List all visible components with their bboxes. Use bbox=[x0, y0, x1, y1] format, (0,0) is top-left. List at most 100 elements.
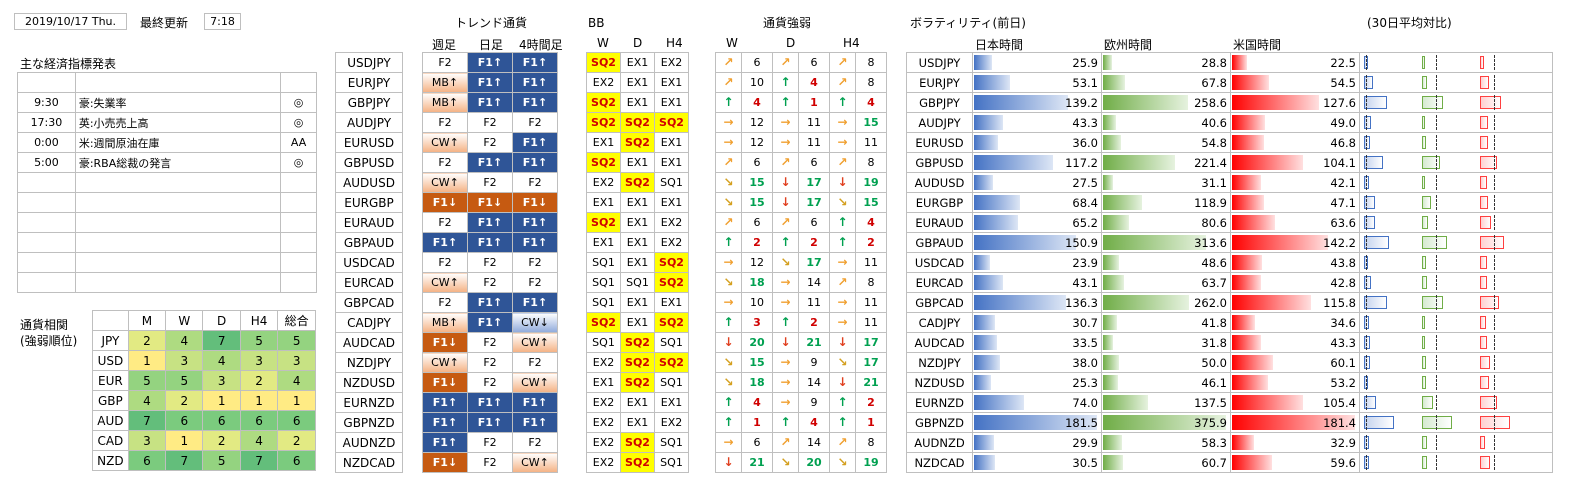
strength-row: ↓ 21 ↘ 20 ↘ 19 bbox=[715, 452, 887, 473]
trend-row: CW↑ F2 F1↑ bbox=[422, 132, 558, 153]
vol-us-cell: 42.1 bbox=[1230, 172, 1360, 193]
bb-cell: SQ2 bbox=[654, 352, 689, 373]
vol-us-cell: 127.6 bbox=[1230, 92, 1360, 113]
vol-row: AUDNZD 29.9 58.3 32.9 bbox=[906, 432, 1553, 453]
trend-row: MB↑ F1↑ F1↑ bbox=[422, 92, 558, 113]
vol-pair-name: EURAUD bbox=[906, 212, 973, 233]
pair-name: GBPUSD bbox=[335, 152, 403, 173]
strength-rank: 21 bbox=[798, 332, 830, 353]
event-row bbox=[17, 72, 317, 93]
strength-row: ↘ 15 ↓ 17 ↘ 15 bbox=[715, 192, 887, 213]
event-row bbox=[17, 172, 317, 193]
avg-ratio-marker-us bbox=[1494, 395, 1495, 410]
vol-eu-cell: 54.8 bbox=[1101, 132, 1231, 153]
event-importance bbox=[280, 192, 317, 213]
vol-pair-name: USDJPY bbox=[906, 52, 973, 73]
bb-row: SQ1 EX1 EX1 bbox=[586, 292, 689, 313]
bb-row: EX2 EX1 EX1 bbox=[586, 392, 689, 413]
strength-rank: 4 bbox=[855, 212, 887, 233]
vol-eu-cell: 262.0 bbox=[1101, 292, 1231, 313]
trend-row: F2 F2 F2 bbox=[422, 252, 558, 273]
trend-cell: F1↑ bbox=[512, 232, 558, 253]
trend-col-weekly: 週足 bbox=[432, 38, 457, 52]
avg-ratio-bar-us bbox=[1480, 116, 1489, 129]
strength-rank: 4 bbox=[741, 92, 773, 113]
avg-ratio-bar-eu bbox=[1422, 116, 1426, 129]
avg-ratio-marker-jp bbox=[1366, 155, 1367, 170]
trend-title: トレンド通貨 bbox=[455, 16, 528, 30]
trend-cell: F2 bbox=[422, 252, 468, 273]
avg-ratio-bar-eu bbox=[1422, 376, 1426, 389]
vol-row: EURCAD 43.1 63.7 42.8 bbox=[906, 272, 1553, 293]
vol-us-cell: 115.8 bbox=[1230, 292, 1360, 313]
avg-ratio-marker-us bbox=[1494, 235, 1495, 250]
vol-jp-value: 38.0 bbox=[1072, 355, 1098, 370]
bb-cell: SQ2 bbox=[586, 52, 621, 73]
pair-row: AUDCAD bbox=[335, 332, 403, 353]
avg-ratio-bar-us bbox=[1480, 356, 1490, 369]
trend-cell: MB↑ bbox=[422, 312, 468, 333]
rank-row: GBP 4 2 1 1 1 bbox=[92, 390, 316, 411]
strength-arrow: ↑ bbox=[837, 95, 848, 109]
vol-row: USDCAD 23.9 48.6 43.8 bbox=[906, 252, 1553, 273]
avg-ratio-marker-eu bbox=[1436, 375, 1437, 390]
pair-table: USDJPY EURJPY GBPJPY AUDJPY EURUSD GBPUSD AUDU… bbox=[335, 52, 403, 473]
strength-arrow: ↗ bbox=[837, 275, 848, 289]
trend-cell: F1↓ bbox=[422, 332, 468, 353]
vol-us-bar bbox=[1232, 355, 1273, 370]
vol-eu-bar bbox=[1103, 275, 1124, 290]
vol-us-cell: 53.2 bbox=[1230, 372, 1360, 393]
strength-row: ↘ 15 → 9 ↘ 17 bbox=[715, 352, 887, 373]
strength-rank: 10 bbox=[741, 72, 773, 93]
avg-ratio-bar-us bbox=[1480, 436, 1486, 449]
arrow-up-right-icon: ↗ bbox=[772, 432, 799, 453]
event-row: 17:30 英:小売売上高 ◎ bbox=[17, 112, 317, 133]
rank-currency: USD bbox=[92, 350, 129, 371]
pair-name: AUDJPY bbox=[335, 112, 403, 133]
rank-value: 4 bbox=[127, 390, 167, 411]
event-row bbox=[17, 272, 317, 293]
trend-cell: F1↓ bbox=[422, 192, 468, 213]
vol-avg-ratio-cell bbox=[1359, 172, 1553, 193]
vol-jp-value: 65.2 bbox=[1072, 215, 1098, 230]
rank-value: 5 bbox=[277, 330, 316, 351]
strength-rank: 17 bbox=[855, 332, 887, 353]
vol-jp-value: 27.5 bbox=[1072, 175, 1098, 190]
strength-row: ↑ 3 ↑ 2 → 11 bbox=[715, 312, 887, 333]
arrow-right-icon: → bbox=[715, 292, 742, 313]
trend-cell: F1↓ bbox=[422, 372, 468, 393]
avg-ratio-marker-us bbox=[1494, 215, 1495, 230]
strength-rank: 17 bbox=[855, 352, 887, 373]
strength-rank: 4 bbox=[855, 92, 887, 113]
pair-name: GBPAUD bbox=[335, 232, 403, 253]
bb-cell: SQ2 bbox=[586, 92, 621, 113]
vol-pair-name: EURCAD bbox=[906, 272, 973, 293]
trend-cell: F1↑ bbox=[467, 212, 513, 233]
bb-cell: EX1 bbox=[654, 72, 689, 93]
avg-ratio-marker-jp bbox=[1366, 255, 1367, 270]
vol-us-value: 59.6 bbox=[1330, 455, 1356, 470]
event-name bbox=[74, 72, 282, 93]
vol-eu-cell: 313.6 bbox=[1101, 232, 1231, 253]
arrow-down-right-icon: ↘ bbox=[715, 352, 742, 373]
strength-rank: 6 bbox=[798, 212, 830, 233]
vol-row: CADJPY 30.7 41.8 34.6 bbox=[906, 312, 1553, 333]
vol-eu-bar bbox=[1103, 195, 1142, 210]
vol-eu-bar bbox=[1103, 295, 1189, 310]
vol-us-bar bbox=[1232, 415, 1355, 430]
arrow-right-icon: → bbox=[715, 252, 742, 273]
avg-ratio-bar-eu bbox=[1422, 356, 1426, 369]
strength-rank: 14 bbox=[798, 432, 830, 453]
vol-eu-value: 31.1 bbox=[1201, 175, 1227, 190]
arrow-down-right-icon: ↘ bbox=[772, 452, 799, 473]
vol-us-cell: 32.9 bbox=[1230, 432, 1360, 453]
strength-arrow: → bbox=[723, 435, 734, 449]
event-importance: ◎ bbox=[280, 92, 317, 113]
vol-avg-ratio-cell bbox=[1359, 192, 1553, 213]
strength-rank: 20 bbox=[798, 452, 830, 473]
rank-value: 2 bbox=[165, 390, 204, 411]
vol-us-value: 181.4 bbox=[1323, 415, 1356, 430]
strength-arrow: ↗ bbox=[723, 55, 734, 69]
pair-name: NZDUSD bbox=[335, 372, 403, 393]
trend-cell: F1↑ bbox=[512, 392, 558, 413]
